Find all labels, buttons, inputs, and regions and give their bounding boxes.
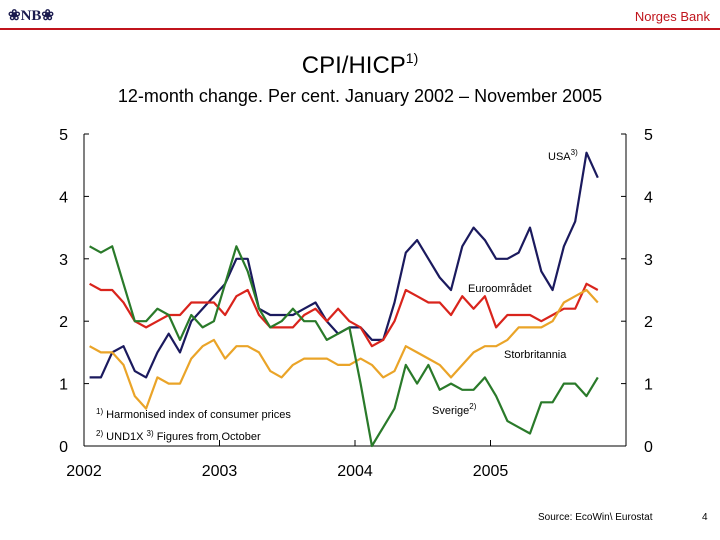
source-note: Source: EcoWin\ Eurostat: [538, 512, 653, 523]
y-tick-label-left: 1: [59, 377, 68, 394]
series-label-usa-footnote: 3): [571, 148, 578, 157]
chart-title-footnote: 1): [405, 50, 419, 66]
series-label-sweden: Sverige2): [432, 402, 477, 417]
norges-bank-logo: ❀NB❀: [8, 8, 54, 24]
footnote-2-part-2: 3): [147, 429, 154, 438]
y-tick-label-left: 2: [59, 314, 68, 331]
series-label-sweden-text: Sverige: [432, 405, 469, 417]
y-tick-label-right: 3: [644, 252, 653, 269]
footnote-2-part-0: 2): [96, 429, 103, 438]
chart-subtitle: 12-month change. Per cent. January 2002 …: [117, 86, 603, 106]
y-tick-label-left: 0: [59, 439, 68, 456]
header-rule: [0, 28, 720, 30]
series-line-3: [89, 245, 599, 448]
series-label-usa-text: USA: [548, 151, 571, 163]
page-number: 4: [702, 512, 708, 523]
series-line-0: [89, 151, 599, 379]
series-label-euro: Euroområdet: [468, 283, 532, 295]
series-line-1: [89, 282, 599, 348]
footnote-2: 2) UND1X 3) Figures from October: [96, 429, 261, 443]
series-label-uk-text: Storbritannia: [504, 349, 567, 361]
footnote-1-marker: 1): [96, 407, 103, 416]
y-tick-label-right: 0: [644, 439, 653, 456]
series-label-usa: USA3): [548, 148, 578, 163]
y-tick-label-left: 3: [59, 252, 68, 269]
y-tick-label-left: 5: [59, 127, 68, 144]
x-tick-label: 2005: [473, 463, 509, 480]
chart-title: CPI/HICP1): [0, 50, 720, 80]
footnote-1: 1) Harmonised index of consumer prices: [96, 407, 291, 421]
footnote-2-part-3: Figures from October: [154, 431, 261, 443]
y-tick-label-right: 2: [644, 314, 653, 331]
y-tick-label-right: 1: [644, 377, 653, 394]
footnote-2-part-1: UND1X: [103, 431, 146, 443]
y-tick-label-right: 5: [644, 127, 653, 144]
chart-title-text: CPI/HICP: [301, 52, 406, 79]
series-line-2: [89, 288, 599, 410]
series-label-sweden-footnote: 2): [469, 402, 476, 411]
footnote-1-text: Harmonised index of consumer prices: [103, 409, 291, 421]
y-tick-label-left: 4: [59, 189, 68, 206]
series-label-uk: Storbritannia: [504, 349, 567, 361]
x-tick-label: 2004: [337, 463, 373, 480]
series-label-euro-text: Euroområdet: [468, 283, 532, 295]
y-tick-label-right: 4: [644, 189, 653, 206]
bank-name: Norges Bank: [634, 9, 710, 24]
x-tick-label: 2002: [66, 463, 102, 480]
x-tick-label: 2003: [202, 463, 238, 480]
